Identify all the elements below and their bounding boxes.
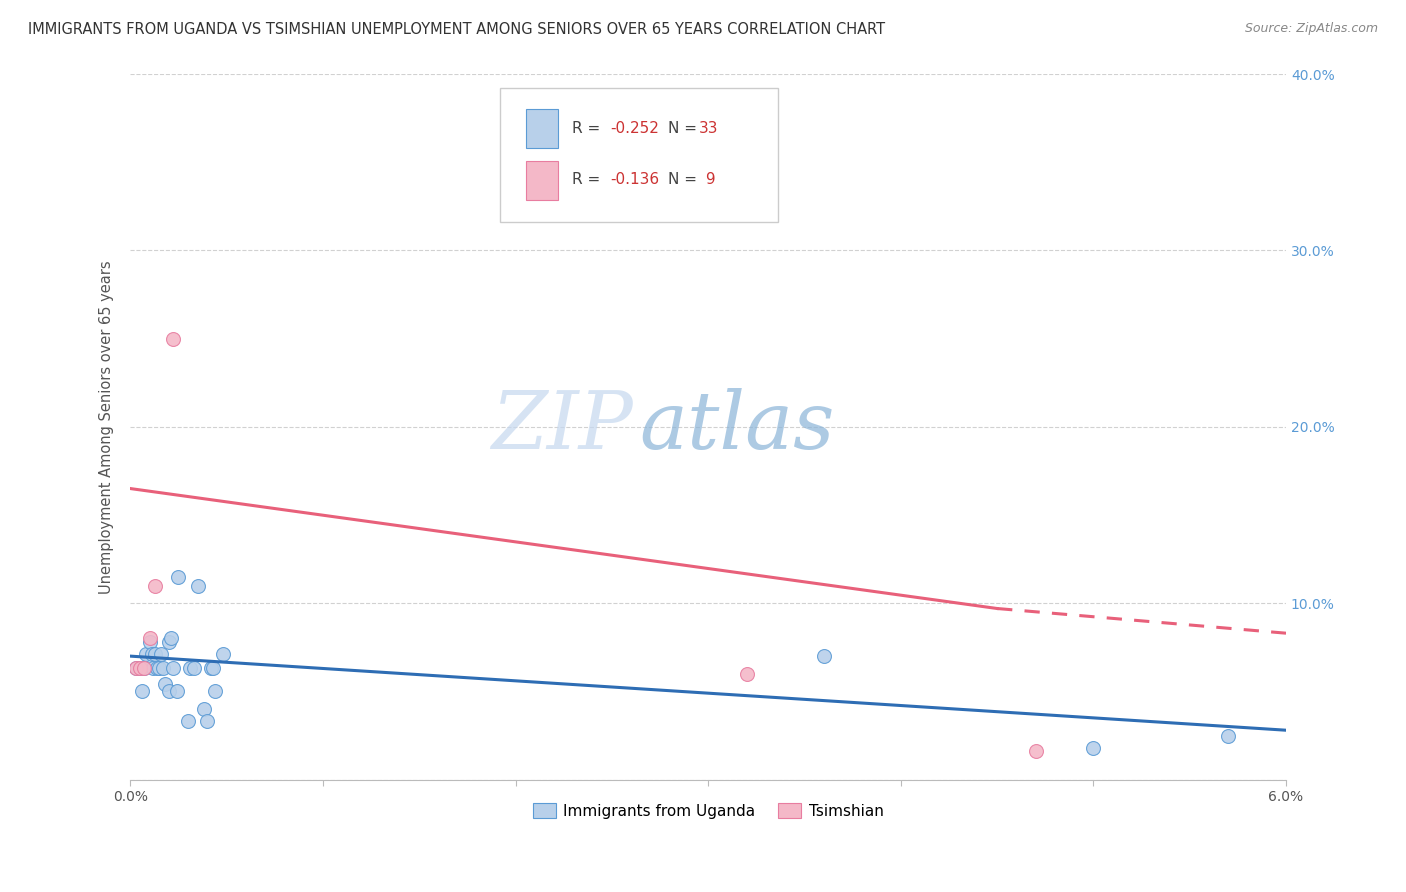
Point [162,661,184,675]
Point [125,661,148,675]
Point [211,648,233,662]
Point [157,635,180,649]
Point [1083,740,1105,755]
Point [145,648,167,662]
FancyBboxPatch shape [526,161,558,200]
Text: 33: 33 [699,120,718,136]
Text: IMMIGRANTS FROM UGANDA VS TSIMSHIAN UNEMPLOYMENT AMONG SENIORS OVER 65 YEARS COR: IMMIGRANTS FROM UGANDA VS TSIMSHIAN UNEM… [28,22,886,37]
Point [179,661,201,675]
Point [135,648,157,662]
Point [125,661,148,675]
Y-axis label: Unemployment Among Seniors over 65 years: Unemployment Among Seniors over 65 years [100,260,114,593]
Point [146,661,169,675]
Point [141,648,163,662]
Legend: Immigrants from Uganda, Tsimshian: Immigrants from Uganda, Tsimshian [527,797,890,825]
Point [145,578,167,592]
Point [157,684,180,698]
Text: -0.136: -0.136 [610,172,659,187]
Point [132,661,155,675]
Point [138,632,160,646]
Point [204,684,226,698]
Point [1218,729,1240,743]
Point [153,677,176,691]
Point [202,661,225,675]
Text: R =: R = [572,172,605,187]
Text: Source: ZipAtlas.com: Source: ZipAtlas.com [1244,22,1378,36]
Point [162,332,184,346]
Point [129,661,152,675]
Point [167,570,190,584]
Text: 9: 9 [702,172,716,187]
Point [200,661,222,675]
Point [138,635,160,649]
Text: ZIP: ZIP [491,388,633,466]
Point [148,661,170,675]
Text: -0.252: -0.252 [610,120,659,136]
FancyBboxPatch shape [526,110,558,148]
Point [159,632,181,646]
Point [620,190,643,204]
Point [187,578,209,592]
Point [129,661,152,675]
Point [735,666,758,681]
Point [195,714,218,729]
Point [1025,744,1047,758]
Point [177,714,200,729]
Point [150,648,173,662]
Point [183,661,205,675]
Text: N =: N = [668,120,702,136]
Text: N =: N = [668,172,702,187]
Point [166,684,188,698]
Point [142,661,165,675]
Point [813,649,835,664]
Text: atlas: atlas [638,388,834,466]
FancyBboxPatch shape [501,88,778,222]
Text: R =: R = [572,120,605,136]
Point [152,661,174,675]
Point [131,684,153,698]
Point [193,702,215,716]
Point [132,661,155,675]
